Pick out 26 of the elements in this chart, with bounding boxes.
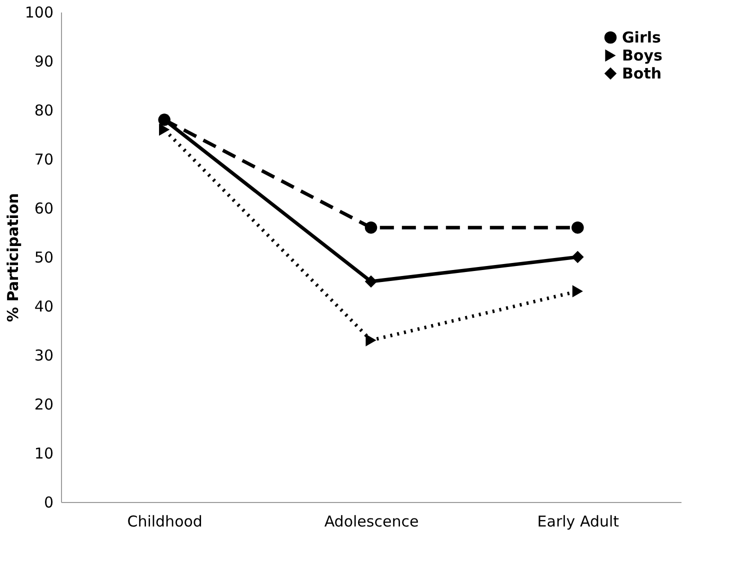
point	[364, 221, 378, 234]
point	[572, 285, 583, 298]
legend-label: Both	[622, 64, 662, 82]
y-tick-label: 100	[24, 4, 54, 22]
point	[159, 123, 170, 136]
legend-label: Girls	[622, 28, 661, 46]
y-tick-label: 50	[34, 248, 54, 266]
y-tick-label: 80	[34, 102, 54, 120]
y-tick-label: 90	[34, 52, 54, 70]
y-tick-label: 60	[34, 200, 54, 218]
y-tick-label: 70	[34, 150, 54, 168]
point	[572, 221, 584, 234]
point	[572, 250, 584, 264]
y-tick-label: 20	[34, 396, 54, 414]
y-axis-title: % Participation	[4, 193, 22, 322]
point	[366, 334, 376, 346]
legend-label: Boys	[622, 46, 663, 64]
x-tick-label: Childhood	[127, 512, 202, 530]
point	[364, 275, 378, 288]
y-tick-label: 40	[34, 298, 54, 316]
y-tick-label: 10	[34, 444, 54, 462]
x-tick-label: Early Adult	[537, 512, 620, 530]
point	[158, 114, 170, 126]
y-tick-label: 30	[34, 346, 54, 364]
y-tick-label: 0	[44, 494, 54, 512]
x-tick-label: Adolescence	[324, 512, 419, 530]
